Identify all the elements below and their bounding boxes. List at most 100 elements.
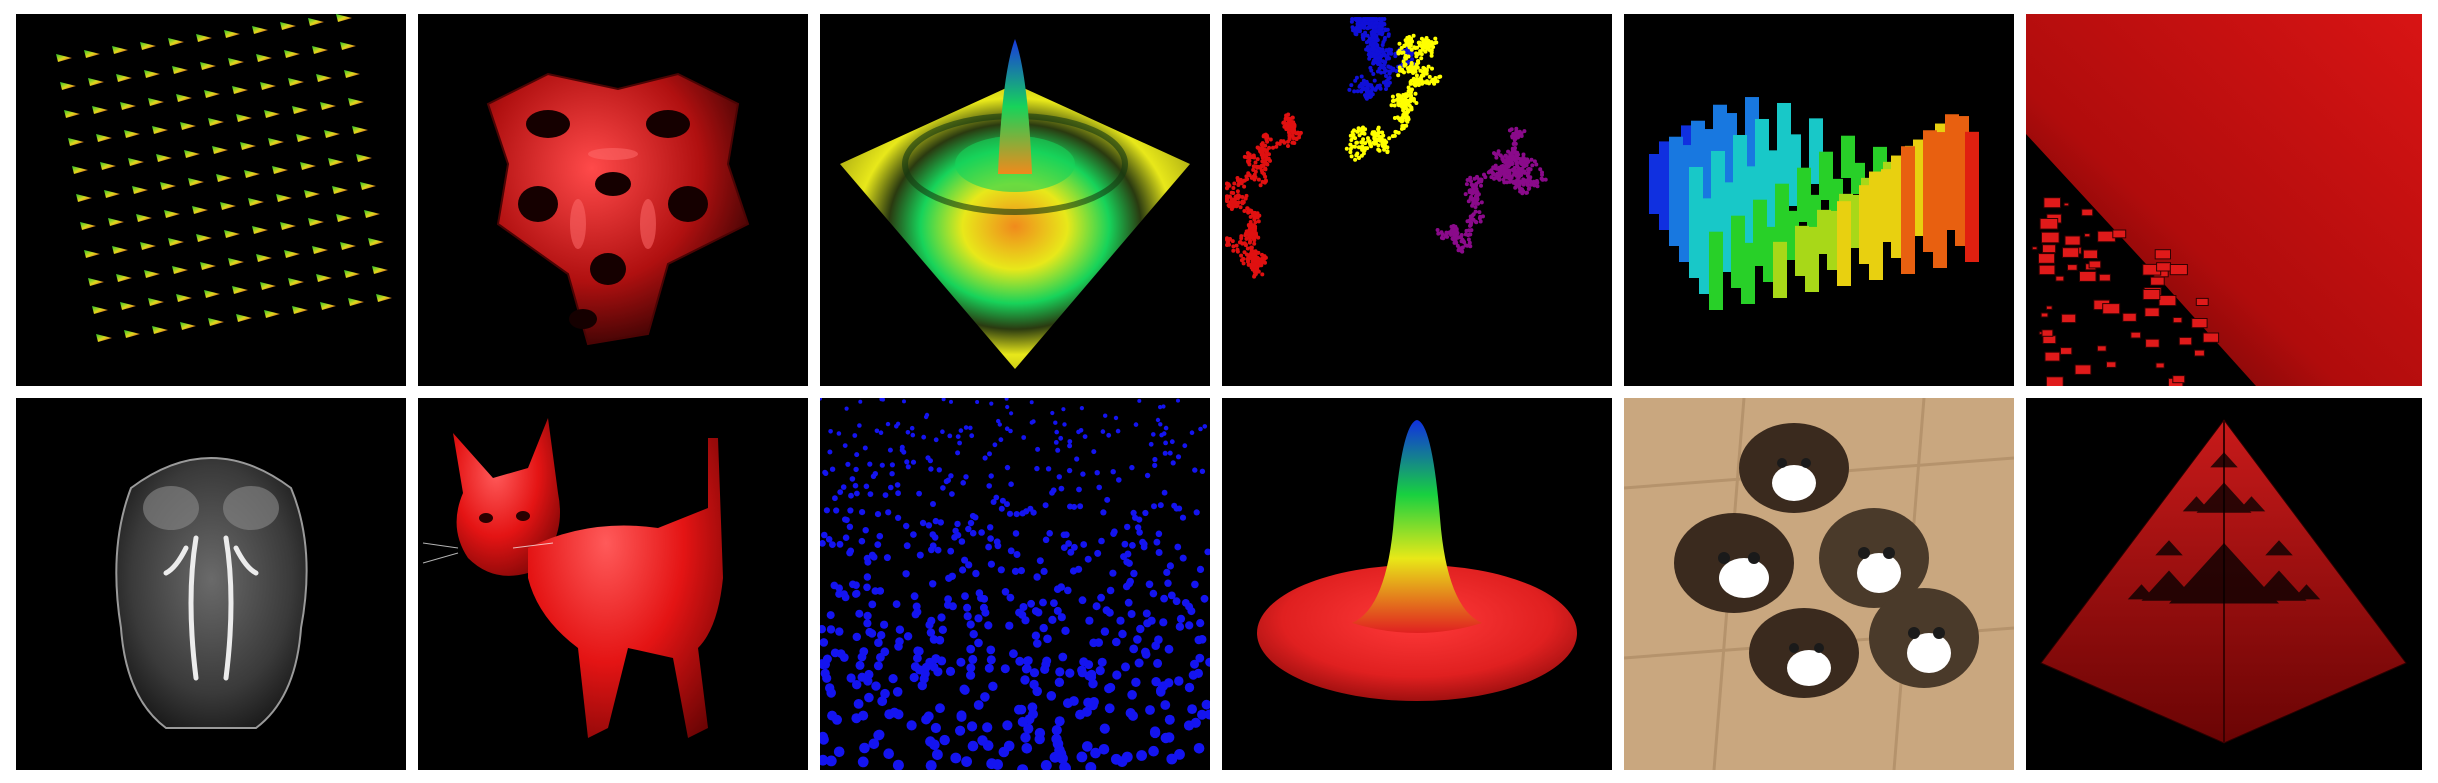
sphere [1110, 469, 1116, 475]
sphere [1164, 579, 1172, 587]
sphere [833, 507, 840, 514]
sphere [968, 425, 973, 431]
walk-point [1402, 104, 1407, 109]
sphere [1023, 723, 1034, 734]
walk-point [1468, 223, 1472, 228]
walk-point [1390, 94, 1395, 99]
walk-point [1369, 68, 1374, 73]
bar-column [1709, 231, 1723, 310]
walk-point [1493, 152, 1498, 157]
cube [2045, 376, 2064, 386]
walk-point [1426, 64, 1431, 69]
sphere [1148, 441, 1154, 447]
sierpinski-pyramid-image [2040, 419, 2407, 744]
tile-gaussian-surface [1222, 398, 1612, 770]
sphere [841, 593, 850, 602]
sphere [987, 524, 994, 531]
sphere [1061, 407, 1066, 412]
walk-point [1360, 32, 1365, 37]
sphere [949, 491, 955, 497]
sphere [905, 464, 911, 470]
sphere [1042, 536, 1050, 544]
walk-point [1375, 43, 1380, 48]
walk-point [1242, 184, 1247, 189]
sphere [949, 399, 953, 404]
sphere [955, 450, 961, 456]
sphere [1055, 447, 1061, 453]
cube [2041, 231, 2060, 244]
vector-cone [136, 214, 152, 222]
sphere [1085, 616, 1094, 625]
walk-point [1384, 56, 1389, 61]
cube [2172, 375, 2186, 384]
walk-point [1253, 259, 1258, 264]
vector-cone [164, 210, 180, 218]
walk-point [1297, 132, 1302, 137]
vector-cone [220, 202, 236, 210]
vector-cone [356, 154, 372, 162]
vector-cone [72, 166, 88, 174]
sphere [929, 662, 939, 672]
sphere [1015, 656, 1025, 666]
sphere [959, 566, 967, 574]
walk-point [1429, 53, 1434, 58]
sphere [1160, 594, 1168, 603]
vector-cone [348, 298, 364, 306]
walk-point [1506, 159, 1511, 164]
walk-point [1521, 177, 1526, 182]
vector-cone [156, 154, 172, 162]
cube [2062, 247, 2080, 258]
sphere [1124, 550, 1132, 558]
walk-point [1386, 33, 1391, 38]
sphere [1091, 449, 1097, 455]
walk-point [1521, 189, 1526, 194]
walk-point [1230, 239, 1235, 244]
walk-point [1433, 76, 1438, 80]
walk-point [1226, 239, 1231, 244]
vector-cone [316, 274, 332, 282]
walk-point [1363, 93, 1367, 98]
cube [2130, 331, 2142, 339]
walk-point [1368, 54, 1372, 59]
vector-cone [328, 158, 344, 166]
sphere [822, 469, 828, 476]
walk-point [1252, 269, 1257, 274]
sphere [992, 442, 998, 448]
sierpinski-gap [2196, 482, 2252, 513]
walk-point [1380, 43, 1385, 47]
sphere [956, 711, 967, 722]
walk-point [1246, 255, 1251, 260]
walk-point [1285, 123, 1290, 128]
walk-point [1451, 227, 1456, 232]
vector-cone [376, 294, 392, 302]
walk-point [1252, 274, 1257, 279]
sphere [958, 538, 966, 545]
walk-point [1432, 81, 1436, 86]
walk-point [1443, 234, 1448, 239]
sphere [1094, 638, 1103, 647]
sphere [1166, 562, 1174, 570]
walk-point [1405, 93, 1410, 98]
sphere [993, 538, 1001, 546]
cube [2144, 307, 2160, 317]
sphere [967, 740, 979, 752]
sphere [1029, 400, 1034, 405]
sphere [1148, 745, 1159, 757]
vector-cone [348, 98, 364, 106]
walk-point [1374, 20, 1379, 25]
vector-cone [204, 290, 220, 298]
vector-cone [124, 130, 140, 138]
sphere [820, 625, 826, 634]
walk-point [1419, 73, 1424, 78]
walk-point [1370, 131, 1375, 136]
vector-cone [172, 266, 188, 274]
sphere [955, 434, 961, 439]
sphere [1051, 725, 1062, 736]
sphere [852, 482, 859, 489]
walk-point [1517, 173, 1522, 178]
sphere [1167, 591, 1176, 600]
walk-point [1466, 199, 1471, 204]
cube [2178, 336, 2193, 346]
walk-point [1471, 187, 1476, 192]
sphere [957, 440, 962, 446]
